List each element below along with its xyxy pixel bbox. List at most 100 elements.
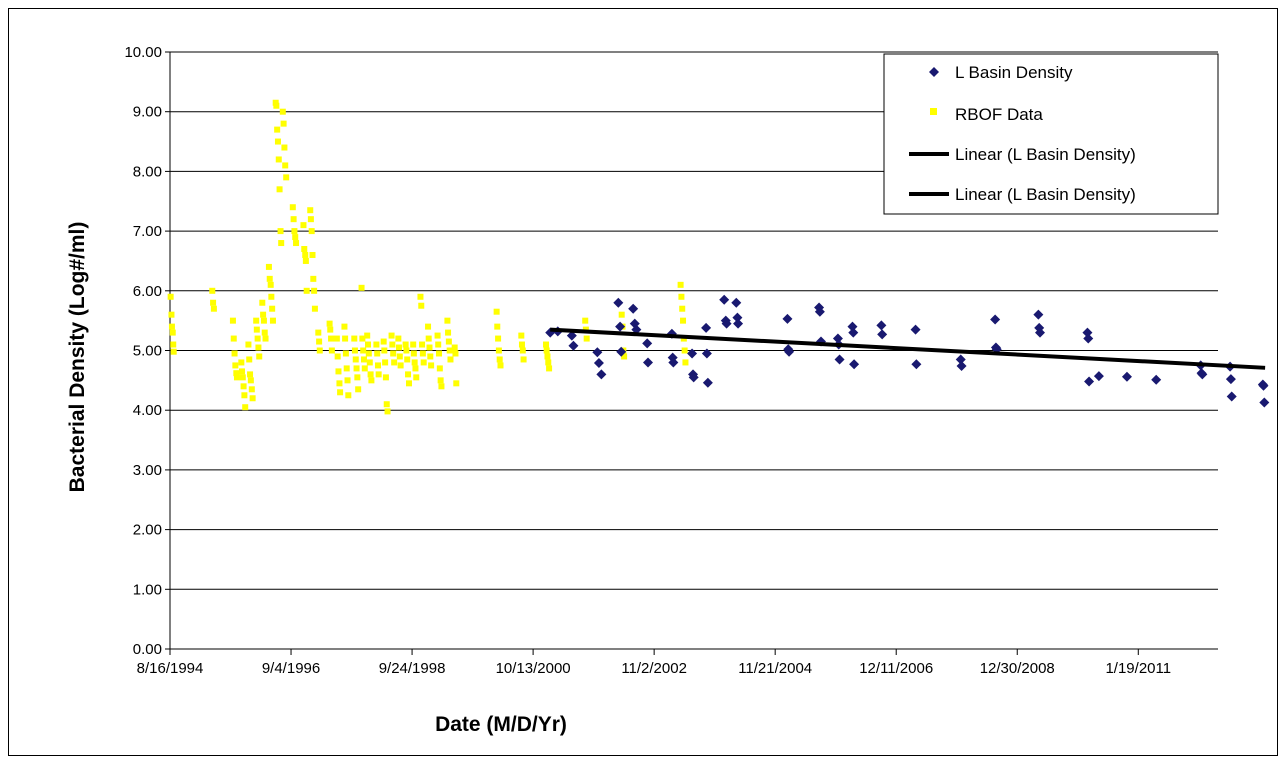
rbof-point <box>496 356 503 363</box>
rbof-point <box>273 102 280 109</box>
legend-label-l-basin: L Basin Density <box>955 63 1073 82</box>
legend-marker-l-basin <box>929 67 939 77</box>
rbof-point <box>360 356 367 363</box>
rbof-point <box>267 281 274 288</box>
rbof-point <box>230 335 237 342</box>
chart-frame: 0.00 1.00 2.00 3.00 4.00 5.00 6.00 7.00 8.00 9.00… <box>8 8 1278 756</box>
rbof-point <box>373 341 380 348</box>
l-basin-point <box>568 340 579 351</box>
legend-label-linear-1: Linear (L Basin Density) <box>955 145 1136 164</box>
x-tick-label: 12/30/2008 <box>980 660 1055 677</box>
rbof-point <box>493 308 500 315</box>
rbof-point <box>427 353 434 360</box>
rbof-point <box>274 138 281 145</box>
l-basin-point <box>876 320 887 331</box>
rbof-point <box>255 344 262 351</box>
l-basin-point <box>1197 369 1208 380</box>
rbof-point <box>518 341 525 348</box>
rbof-point <box>365 341 372 348</box>
rbof-point <box>266 275 273 282</box>
rbof-point <box>336 380 343 387</box>
l-basin-point <box>849 359 860 370</box>
rbof-point <box>238 359 245 366</box>
rbof-point <box>435 341 442 348</box>
l-basin-point <box>1084 376 1095 387</box>
rbof-point <box>351 347 358 354</box>
tick-labels: 0.00 1.00 2.00 3.00 4.00 5.00 6.00 7.00 8.00 9.00… <box>124 44 1171 677</box>
rbof-point <box>436 350 443 357</box>
rbof-point <box>274 126 281 133</box>
trendline <box>550 327 1266 370</box>
rbof-point <box>680 317 687 324</box>
rbof-point <box>518 332 525 339</box>
rbof-point <box>256 353 263 360</box>
rbof-point <box>679 305 686 312</box>
rbof-point <box>245 341 252 348</box>
x-tick-label: 11/21/2004 <box>738 660 812 677</box>
legend-label-linear-2: Linear (L Basin Density) <box>955 185 1136 204</box>
rbof-point <box>678 293 685 300</box>
rbof-point <box>381 347 388 354</box>
l-basin-point <box>1093 371 1104 382</box>
l-basin-point <box>596 369 607 380</box>
rbof-point <box>368 377 375 384</box>
x-tick-label: 8/16/1994 <box>137 660 204 677</box>
rbof-point <box>426 344 433 351</box>
l-basin-point <box>1121 371 1132 382</box>
rbof-point <box>382 359 389 366</box>
rbof-point <box>354 374 361 381</box>
rbof-point <box>316 347 323 354</box>
rbof-point <box>289 204 296 211</box>
rbof-point <box>396 353 403 360</box>
l-basin-point <box>877 329 888 340</box>
rbof-point <box>248 386 255 393</box>
rbof-point <box>292 234 299 241</box>
rbof-point <box>277 228 284 235</box>
rbof-point <box>253 326 260 333</box>
rbof-point <box>210 305 217 312</box>
l-basin-point <box>593 358 604 369</box>
l-basin-point <box>834 354 845 365</box>
legend-marker-rbof <box>930 108 937 115</box>
rbof-point <box>328 347 335 354</box>
legend-box <box>883 53 1219 215</box>
rbof-point <box>268 293 275 300</box>
rbof-point <box>341 323 348 330</box>
rbof-point <box>681 347 688 354</box>
l-basin-point <box>592 347 603 358</box>
rbof-point <box>453 380 460 387</box>
l-basin-point <box>687 348 698 359</box>
rbof-point <box>364 332 371 339</box>
x-tick-label: 1/19/2011 <box>1105 660 1171 677</box>
rbof-point <box>405 371 412 378</box>
rbof-point <box>395 344 402 351</box>
rbof-point <box>543 341 550 348</box>
rbof-point <box>310 275 317 282</box>
rbof-point <box>265 263 272 270</box>
rbof-point <box>497 362 504 369</box>
rbof-point <box>520 356 527 363</box>
rbof-point <box>495 347 502 354</box>
y-axis-title: Bacterial Density (Log#/ml) <box>66 222 89 493</box>
rbof-point <box>303 287 310 294</box>
y-tick-label: 7.00 <box>133 223 162 240</box>
l-basin-point <box>990 314 1001 325</box>
rbof-point <box>451 344 458 351</box>
rbof-point <box>278 240 285 247</box>
rbof-point <box>311 287 318 294</box>
rbof-point <box>621 353 628 360</box>
rbof-point <box>495 335 502 342</box>
rbof-point <box>417 293 424 300</box>
rbof-point <box>279 108 286 115</box>
l-basin-point <box>701 348 712 359</box>
rbof-point <box>543 347 550 354</box>
rbof-point <box>412 365 419 372</box>
rbof-point <box>253 317 260 324</box>
rbof-point <box>452 350 459 357</box>
rbof-point <box>301 246 308 253</box>
rbof-point <box>337 389 344 396</box>
rbof-point <box>333 335 340 342</box>
legend-item-linear-2: Linear (L Basin Density) <box>909 185 1136 204</box>
rbof-point <box>307 207 314 214</box>
rbof-point <box>359 335 366 342</box>
